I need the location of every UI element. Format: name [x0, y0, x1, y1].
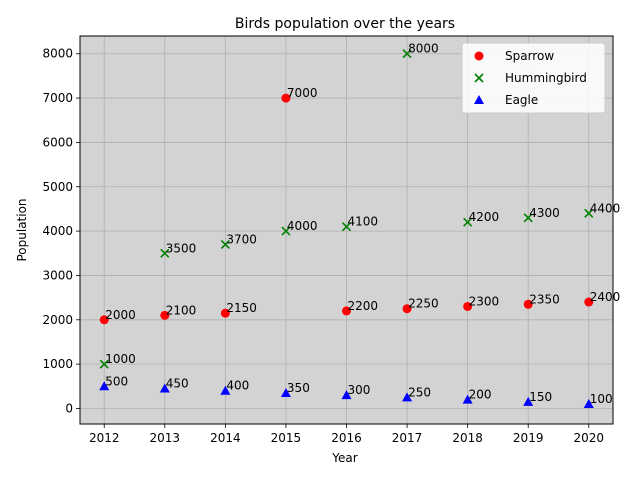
sparrow-data-label: 2150	[226, 301, 257, 315]
hummingbird-point	[281, 226, 291, 236]
eagle-data-label: 200	[469, 388, 492, 402]
hummingbird-data-label: 3700	[226, 232, 257, 246]
legend-label-eagle: Eagle	[505, 93, 538, 107]
eagle-data-label: 500	[105, 374, 128, 388]
legend-marker-eagle	[474, 95, 484, 104]
eagle-data-label: 250	[408, 385, 431, 399]
y-tick-label: 4000	[42, 224, 73, 238]
y-tick-label: 6000	[42, 135, 73, 149]
sparrow-data-label: 2100	[166, 303, 197, 317]
eagle-data-label: 350	[287, 381, 310, 395]
x-tick-label: 2014	[210, 431, 241, 445]
x-tick-label: 2013	[150, 431, 181, 445]
hummingbird-data-label: 4000	[287, 219, 318, 233]
x-tick-label: 2020	[573, 431, 604, 445]
legend: Sparrow Hummingbird Eagle	[461, 42, 606, 114]
hummingbird-point	[220, 239, 230, 249]
sparrow-point	[342, 306, 351, 316]
sparrow-data-label: 2400	[590, 290, 621, 304]
x-tick-label: 2015	[271, 431, 302, 445]
y-tick-label: 0	[65, 401, 73, 415]
sparrow-data-label: 2200	[348, 299, 379, 313]
sparrow-data-label: 2250	[408, 297, 439, 311]
legend-box	[461, 42, 606, 114]
y-tick-label: 7000	[42, 91, 73, 105]
eagle-point	[280, 387, 291, 397]
x-tick-label: 2019	[513, 431, 544, 445]
legend-label-hummingbird: Hummingbird	[505, 71, 587, 85]
eagle-point	[523, 396, 534, 406]
hummingbird-point	[402, 49, 412, 59]
sparrow-point	[220, 308, 230, 318]
eagle-data-label: 300	[348, 383, 371, 397]
legend-label-sparrow: Sparrow	[505, 49, 554, 63]
sparrow-point	[99, 315, 109, 325]
y-axis-ticks: 0 1000 2000 3000 4000 5000 6000 7000 8000	[42, 47, 80, 415]
eagle-point	[220, 385, 231, 395]
y-tick-label: 1000	[42, 357, 73, 371]
sparrow-point	[463, 301, 473, 311]
sparrow-point	[584, 297, 594, 307]
eagle-point	[462, 394, 473, 404]
eagle-data-label: 100	[590, 392, 613, 406]
y-axis-label: Population	[15, 198, 29, 261]
sparrow-data-label: 7000	[287, 86, 318, 100]
hummingbird-point	[99, 359, 109, 369]
sparrow-point	[523, 299, 533, 309]
hummingbird-data-label: 4100	[348, 215, 379, 229]
hummingbird-data-label: 1000	[105, 352, 136, 366]
data-labels: 2000 2100 2150 7000 2200 2250 2300 2350 2400 1000…	[105, 42, 620, 406]
y-tick-label: 2000	[42, 313, 73, 327]
x-tick-label: 2017	[392, 431, 423, 445]
hummingbird-data-label: 3500	[166, 241, 197, 255]
hummingbird-data-label: 4200	[469, 210, 500, 224]
legend-marker-sparrow	[474, 51, 484, 61]
eagle-point	[402, 392, 413, 402]
eagle-point	[583, 399, 594, 409]
hummingbird-point	[160, 248, 170, 258]
x-tick-label: 2016	[331, 431, 362, 445]
sparrow-data-label: 2350	[529, 292, 560, 306]
sparrow-point	[281, 93, 291, 103]
x-tick-label: 2012	[89, 431, 120, 445]
y-tick-label: 5000	[42, 180, 73, 194]
plot-frame	[79, 35, 614, 425]
y-tick-label: 8000	[42, 47, 73, 61]
data-points	[99, 49, 594, 409]
sparrow-data-label: 2000	[105, 308, 136, 322]
y-tick-label: 3000	[42, 268, 73, 282]
hummingbird-point	[341, 222, 352, 232]
x-axis-label: Year	[331, 451, 357, 465]
hummingbird-data-label: 4300	[529, 206, 560, 220]
hummingbird-point	[523, 213, 533, 223]
hummingbird-data-label: 8000	[408, 42, 439, 56]
eagle-data-label: 400	[226, 379, 249, 393]
legend-marker-hummingbird	[474, 73, 484, 83]
chart-title: Birds population over the years	[235, 16, 455, 32]
eagle-point	[341, 390, 352, 400]
x-axis-ticks: 2012 2013 2014 2015 2016 2017 2018 2019 2020	[89, 424, 604, 445]
eagle-data-label: 450	[166, 377, 189, 391]
eagle-point	[159, 383, 170, 393]
eagle-point	[99, 381, 110, 391]
hummingbird-point	[463, 217, 473, 227]
sparrow-point	[402, 304, 412, 314]
sparrow-data-label: 2300	[469, 294, 500, 308]
eagle-data-label: 150	[529, 390, 552, 404]
hummingbird-data-label: 4400	[590, 201, 621, 215]
hummingbird-point	[584, 208, 594, 218]
sparrow-point	[160, 310, 170, 320]
x-tick-label: 2018	[452, 431, 483, 445]
